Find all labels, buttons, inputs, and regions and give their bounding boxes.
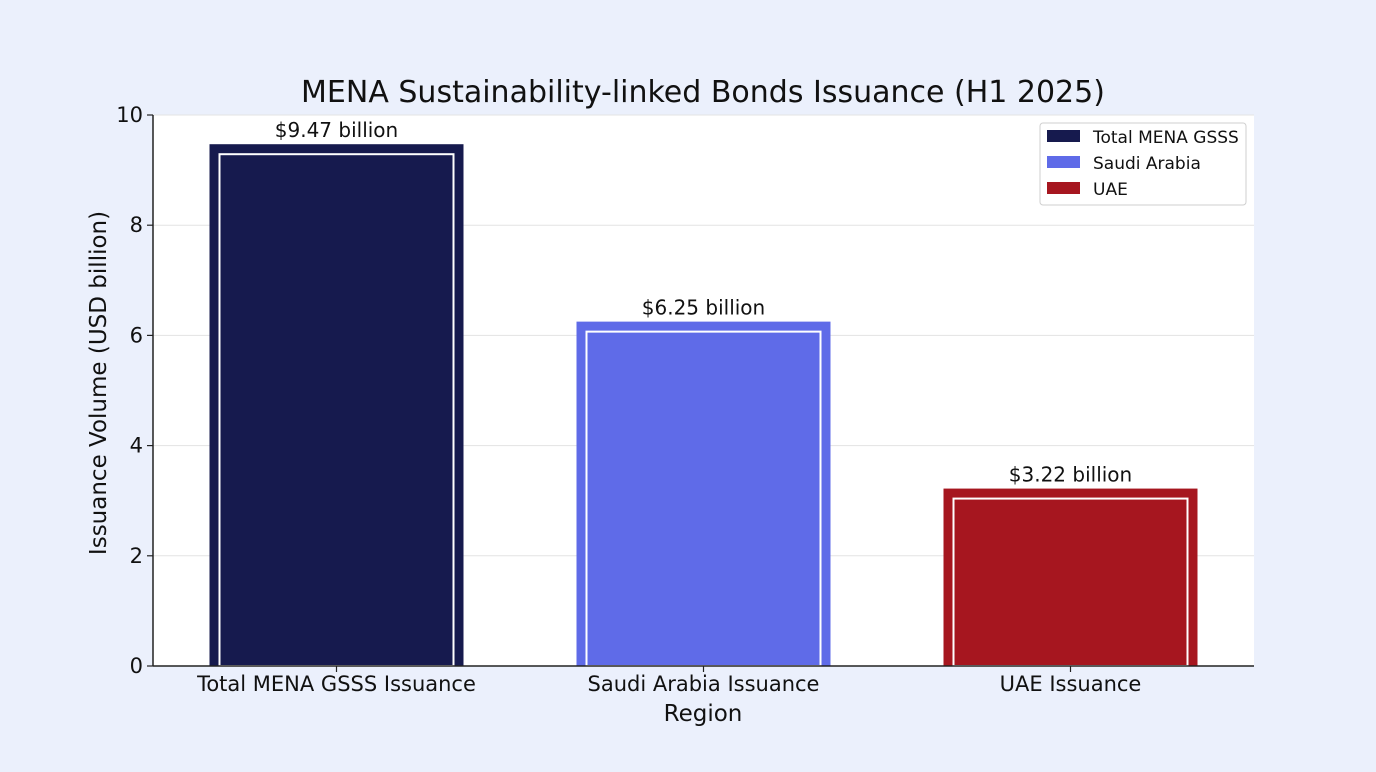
legend-entry: Total MENA GSSS xyxy=(1092,128,1239,148)
y-tick-label: 0 xyxy=(130,654,143,678)
legend-swatch xyxy=(1047,156,1080,168)
x-ticks: Total MENA GSSS Issuance Saudi Arabia Iss… xyxy=(196,666,1141,696)
y-ticks: 0 2 4 6 8 10 xyxy=(116,103,153,678)
bar xyxy=(576,321,831,666)
y-tick-label: 4 xyxy=(130,434,143,458)
legend-items: Total MENA GSSS Saudi Arabia UAE xyxy=(1047,128,1239,200)
legend-entry: UAE xyxy=(1093,180,1128,200)
chart-title: MENA Sustainability-linked Bonds Issuanc… xyxy=(301,75,1105,110)
y-tick-label: 6 xyxy=(130,323,143,347)
y-tick-label: 10 xyxy=(116,103,143,127)
legend: Total MENA GSSS Saudi Arabia UAE xyxy=(1039,122,1247,206)
legend-box xyxy=(1039,122,1247,206)
x-tick-label: Saudi Arabia Issuance xyxy=(588,672,820,696)
legend-entry: Saudi Arabia xyxy=(1093,154,1201,174)
x-tick-label: UAE Issuance xyxy=(1000,672,1142,696)
bar-value-label: $9.47 billion xyxy=(275,118,398,142)
legend-swatch xyxy=(1047,130,1080,142)
y-axis-label: Issuance Volume (USD billion) xyxy=(86,211,112,555)
y-tick-label: 8 xyxy=(130,213,143,237)
legend-swatch xyxy=(1047,182,1080,194)
data-labels: $9.47 billion $6.25 billion $3.22 billion xyxy=(275,118,1132,486)
bar-value-label: $6.25 billion xyxy=(642,296,765,320)
bars xyxy=(209,144,1198,667)
bar xyxy=(209,144,464,666)
x-tick-label: Total MENA GSSS Issuance xyxy=(196,672,476,696)
x-axis-label: Region xyxy=(664,701,743,727)
bar-value-label: $3.22 billion xyxy=(1009,463,1132,487)
y-tick-label: 2 xyxy=(130,544,143,568)
bar xyxy=(943,488,1198,666)
